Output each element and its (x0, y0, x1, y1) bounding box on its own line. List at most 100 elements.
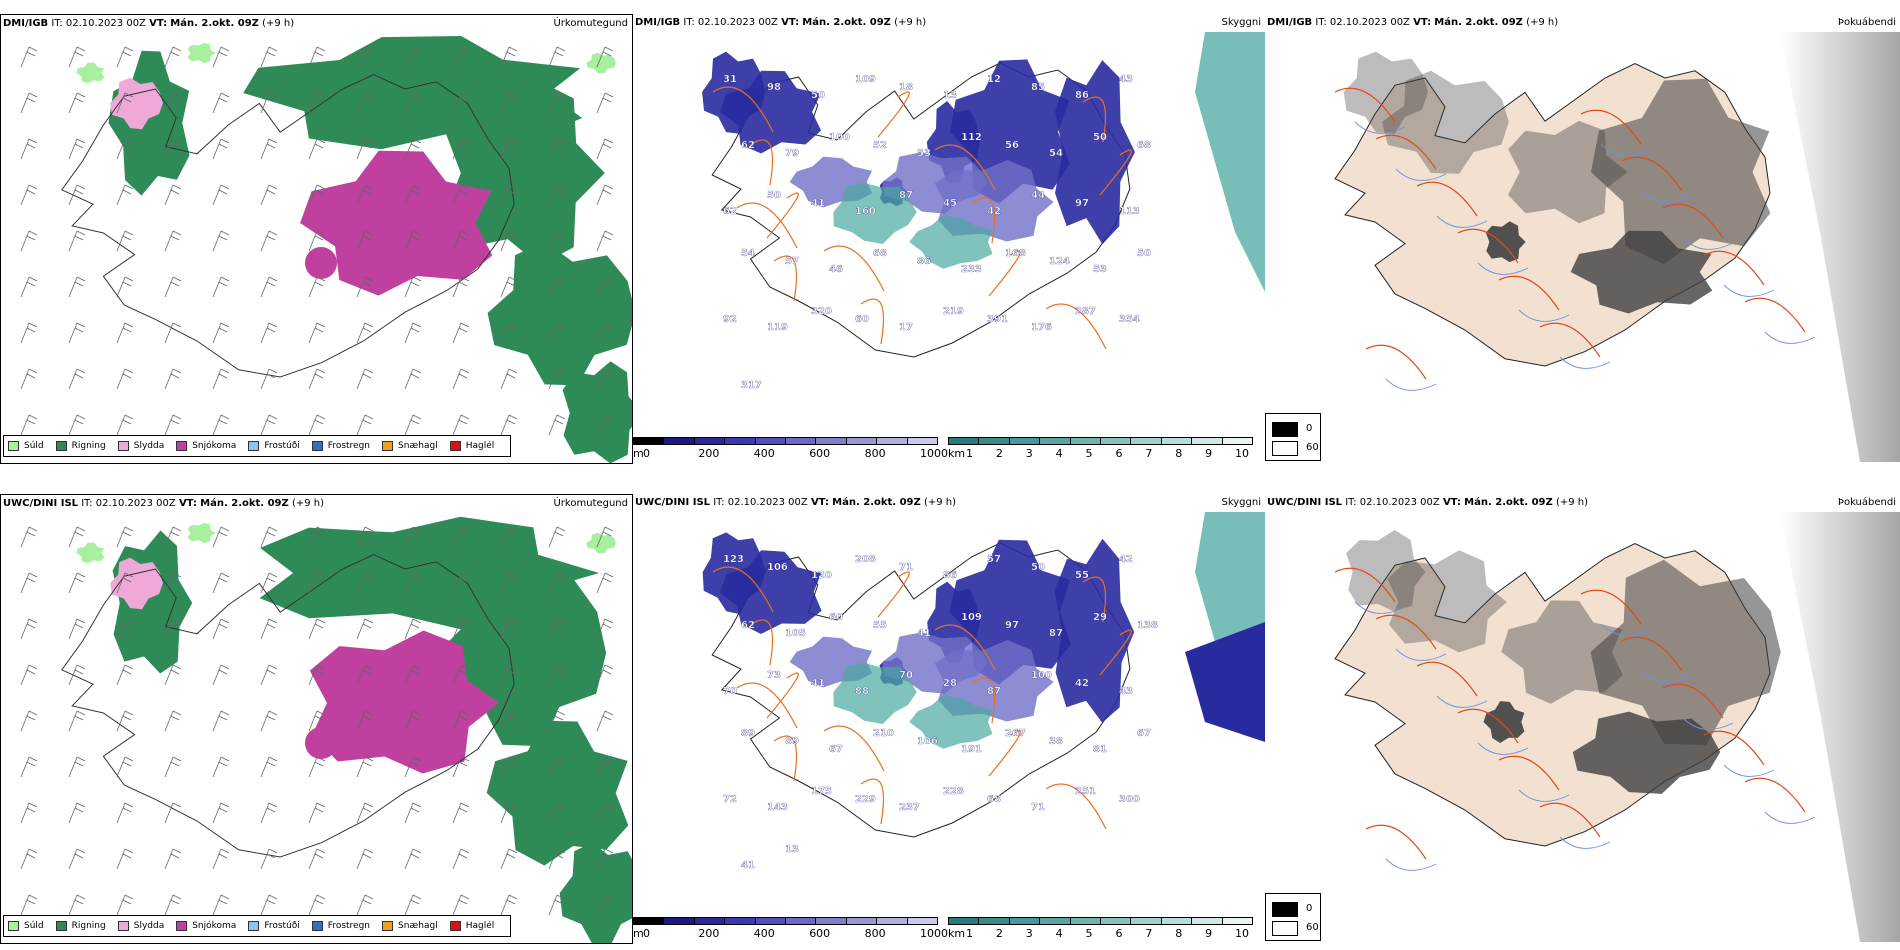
cloud-base-label: 70 (723, 686, 737, 697)
wind-barb-feather (460, 322, 470, 328)
model-name: UWC/DINI ISL (1267, 497, 1343, 508)
wind-barb-feather (218, 899, 228, 905)
wind-barb-feather (506, 51, 516, 57)
wind-barb-feather (218, 51, 228, 57)
wind-barb (308, 322, 326, 344)
visibility-colorbar: km 1 2 3 4 5 6 7 8 9 10 (948, 917, 1258, 942)
river (1559, 356, 1611, 369)
wind-barb (596, 710, 614, 732)
wind-barb-feather (76, 368, 86, 374)
wind-barb-feather (458, 281, 468, 287)
cloud-panel-row1: DMI/IGB IT: 02.10.2023 00Z VT: Mán. 2.ok… (633, 14, 1265, 464)
wind-barb-staff (212, 322, 222, 344)
wind-barb (356, 46, 374, 68)
wind-barb-feather (602, 143, 612, 149)
fog-map (1334, 512, 1900, 942)
wind-barb-staff (404, 46, 414, 68)
wind-barb (20, 526, 38, 548)
fog-index-area (1508, 120, 1628, 224)
wind-barb-feather (362, 327, 372, 333)
cloud-base-label: 56 (1005, 140, 1019, 151)
cloud-base-label: 106 (917, 736, 938, 747)
colorbar-tick: 200 (698, 447, 720, 460)
wind-barb-feather (268, 756, 278, 762)
wind-barb (164, 276, 182, 298)
wind-barb-feather (172, 138, 182, 144)
cloud-base-label: 100 (829, 132, 850, 143)
wind-barb-feather (602, 899, 612, 905)
wind-barb-feather (170, 97, 180, 103)
colorbar-segment (1040, 918, 1071, 924)
wind-barb (356, 894, 374, 916)
wind-barb (308, 414, 326, 436)
wind-barb-feather (314, 373, 324, 379)
colorbar-unit: km (948, 927, 966, 940)
wind-barb (500, 230, 518, 252)
wind-barb-feather (172, 322, 182, 328)
wind-barb-feather (410, 853, 420, 859)
wind-barb-feather (220, 848, 230, 854)
wind-barb (452, 184, 470, 206)
wind-barb-feather (26, 715, 36, 721)
wind-barb-feather (460, 414, 470, 420)
cloud-base-label: 60 (829, 612, 843, 623)
wind-barb (548, 138, 566, 160)
wind-barb-feather (364, 368, 374, 374)
wind-barb-feather (554, 419, 564, 425)
wind-barb-feather (412, 184, 422, 190)
road (823, 245, 885, 292)
road (1703, 250, 1765, 286)
wind-barb-feather (74, 235, 84, 241)
wind-barb-feather (266, 373, 276, 379)
precip-legend-item: Slydda (117, 921, 164, 931)
wind-barb-feather (170, 853, 180, 859)
colorbar-tick: 10 (1235, 927, 1249, 940)
wind-barb-staff (308, 848, 318, 870)
coastline (61, 554, 515, 858)
wind-barb-staff (308, 46, 318, 68)
wind-barb-feather (314, 189, 324, 195)
valid-time: Mán. 2.okt. 09Z (1464, 497, 1553, 508)
wind-barb (308, 756, 326, 778)
wind-barb-staff (260, 230, 270, 252)
wind-barb-feather (266, 761, 276, 767)
wind-barb (116, 572, 134, 594)
wind-barb-staff (404, 138, 414, 160)
wind-barb-feather (122, 189, 132, 195)
snow-area (309, 630, 499, 774)
wind-barb-staff (404, 414, 414, 436)
legend-swatch (248, 921, 260, 931)
wind-barb (404, 710, 422, 732)
legend-swatch (382, 441, 394, 451)
wind-barb-feather (364, 572, 374, 578)
wind-barb (212, 848, 230, 870)
wind-barb-feather (460, 368, 470, 374)
visibility-colorbar: km 1 2 3 4 5 6 7 8 9 10 (948, 437, 1258, 462)
cloud-base-label: 237 (899, 802, 920, 813)
panel-title: Þokuábendi (1837, 497, 1896, 508)
wind-barb-feather (28, 710, 38, 716)
wind-barb-feather (506, 373, 516, 379)
wind-barb-feather (508, 618, 518, 624)
it-label: IT: (81, 498, 93, 509)
road (1662, 203, 1724, 239)
wind-barb-feather (602, 669, 612, 675)
wind-barb (596, 664, 614, 686)
wind-barb (116, 138, 134, 160)
colorbar-tick: 800 (864, 927, 886, 940)
wind-barb-staff (212, 618, 222, 640)
colorbar-segment (877, 438, 908, 444)
wind-barb-feather (364, 414, 374, 420)
wind-barb (596, 138, 614, 160)
colorbar-unit: m (633, 447, 644, 460)
wind-barb-staff (452, 368, 462, 390)
wind-barb (452, 322, 470, 344)
cloud-base-label: 55 (1075, 570, 1089, 581)
wind-barb-feather (314, 669, 324, 675)
wind-barb-feather (76, 756, 86, 762)
wind-barb-feather (508, 526, 518, 532)
colorbar-segment (1009, 918, 1041, 924)
wind-barb-staff (500, 368, 510, 390)
cloud-base-label: 160 (855, 206, 876, 217)
wind-barb-staff (116, 322, 126, 344)
